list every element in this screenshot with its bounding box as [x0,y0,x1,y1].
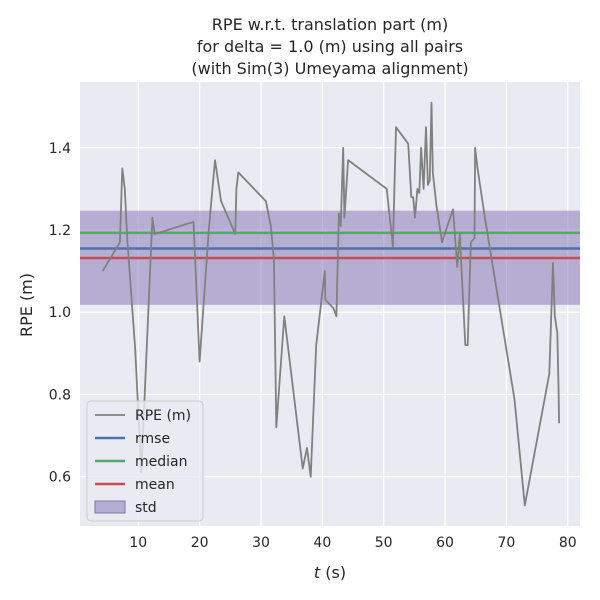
x-tick-label: 50 [375,535,393,551]
chart-title-line-1: RPE w.r.t. translation part (m) [212,15,448,34]
legend: RPE (m) rmse median mean std [86,400,204,522]
x-tick-label: 70 [497,535,515,551]
stat-lines-layer [80,231,580,260]
legend-label-std: std [135,500,157,516]
x-tick-label: 30 [252,535,270,551]
legend-label-rmse: rmse [135,431,170,447]
rpe-series-line [101,101,560,507]
x-tick-label: 40 [313,535,331,551]
chart-title-line-2: for delta = 1.0 (m) using all pairs [197,37,463,56]
legend-label-mean: mean [135,477,175,493]
legend-frame [86,400,204,522]
x-tick-label: 10 [129,535,147,551]
y-axis-label: RPE (m) [17,273,36,337]
x-axis-label-unit: (s) [320,563,346,582]
y-tick-label: 1.4 [49,141,71,157]
series-layer [101,101,560,507]
x-tick-label: 20 [191,535,209,551]
chart-title-line-3: (with Sim(3) Umeyama alignment) [191,59,468,78]
legend-label-median: median [135,454,187,470]
y-tick-label: 0.6 [49,470,71,486]
x-tick-label: 60 [436,535,454,551]
y-tick-label: 1.2 [49,223,71,239]
x-axis-label: t (s) [314,563,346,582]
y-tick-label: 1.0 [49,305,71,321]
x-axis-label-var: t [314,563,321,582]
y-tick-label: 0.8 [49,387,71,403]
legend-swatch-std [94,500,126,514]
legend-label-rpe: RPE (m) [135,408,191,424]
tick-labels-layer: 10 20 30 40 50 60 70 80 0.6 0.8 1.0 1.2 1.4 [49,141,577,551]
x-tick-label: 80 [559,535,577,551]
